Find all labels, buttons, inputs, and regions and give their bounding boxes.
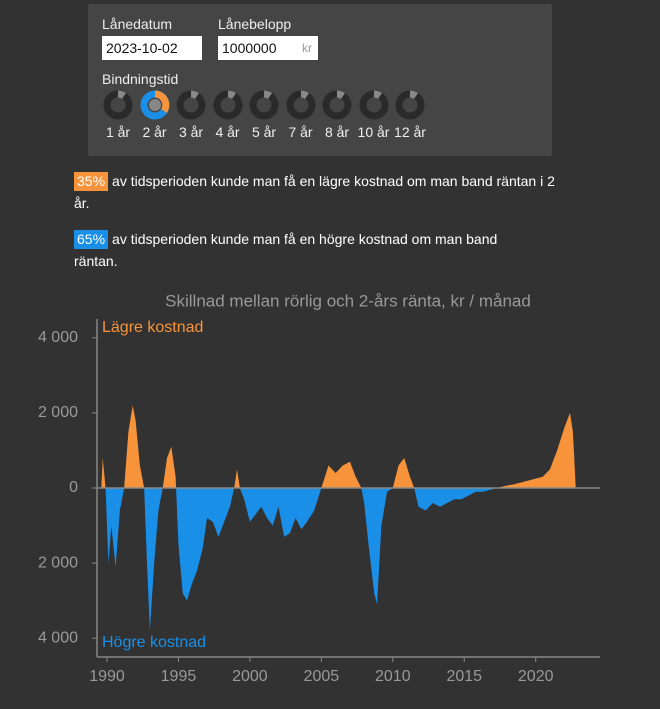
amount-input[interactable]: 1000000 kr	[218, 36, 318, 60]
term-ring	[176, 90, 206, 120]
x-tick-label: 2020	[518, 668, 554, 685]
term-ring	[395, 90, 425, 120]
term-ring	[103, 90, 133, 120]
term-label: 3 år	[178, 124, 204, 140]
annotation-higher: Högre kostnad	[102, 634, 206, 651]
term-list: 1 år 2 år 3 år 4 år 5 år 7 år 8 år 10 år 12 år	[100, 90, 550, 150]
term-option[interactable]: 8 år	[319, 90, 355, 140]
term-option[interactable]: 4 år	[210, 90, 246, 140]
term-ring	[213, 90, 242, 120]
x-tick-label: 2005	[304, 668, 340, 685]
term-ring	[249, 90, 279, 120]
date-input[interactable]: 2023-10-02	[102, 36, 202, 60]
term-ring	[140, 90, 169, 120]
amount-label: Lånebelopp	[218, 16, 292, 32]
term-option[interactable]: 10 år	[356, 90, 392, 140]
term-ring	[286, 90, 315, 120]
term-option[interactable]: 1 år	[100, 90, 136, 140]
y-tick-label: 0	[69, 479, 78, 496]
chart-title: Skillnad mellan rörlig och 2-års ränta, …	[165, 291, 531, 310]
area	[101, 405, 576, 631]
term-label: 2 år	[142, 124, 167, 140]
term-option[interactable]: 12 år	[392, 90, 428, 140]
y-tick-label: 4 000	[38, 329, 78, 346]
term-option[interactable]: 3 år	[173, 90, 209, 140]
y-tick-label: 4 000	[38, 629, 78, 646]
x-tick-label: 2000	[232, 668, 268, 685]
chart: Skillnad mellan rörlig och 2-års ränta, …	[38, 291, 600, 685]
term-ring	[322, 90, 352, 120]
percent-badge: 65%	[74, 230, 109, 249]
summary-text: av tidsperioden kunde man få en högre ko…	[74, 231, 498, 269]
summary-text: av tidsperioden kunde man få en lägre ko…	[74, 173, 555, 211]
term-label: 7 år	[288, 124, 313, 140]
term-label: 8 år	[324, 124, 350, 140]
term-ring	[359, 90, 388, 120]
term-label: 4 år	[215, 124, 240, 140]
term-option[interactable]: 5 år	[246, 90, 282, 140]
term-option[interactable]: 2 år	[137, 90, 173, 140]
term-label: 10 år	[357, 124, 390, 140]
x-tick-label: 1990	[89, 668, 125, 685]
percent-badge: 35%	[74, 172, 109, 191]
x-tick-label: 1995	[161, 668, 197, 685]
summary-higher: 65% av tidsperioden kunde man få en högre…	[74, 228, 544, 272]
term-label: 1 år	[105, 124, 131, 140]
x-tick-label: 2015	[446, 668, 482, 685]
date-label: Lånedatum	[102, 16, 173, 32]
summary-lower: 35% av tidsperioden kunde man få en lägre…	[74, 170, 574, 214]
y-tick-label: 2 000	[38, 554, 78, 571]
control-panel: Lånedatum 2023-10-02 Lånebelopp 1000000 k…	[88, 4, 552, 156]
annotation-lower: Lägre kostnad	[102, 319, 203, 336]
term-label: 12 år	[394, 124, 426, 140]
x-tick-label: 2010	[375, 668, 411, 685]
amount-unit: kr	[302, 41, 312, 55]
term-label: Bindningstid	[102, 71, 179, 87]
amount-value: 1000000	[222, 40, 277, 56]
term-option[interactable]: 7 år	[283, 90, 319, 140]
term-label: 5 år	[251, 124, 277, 140]
y-tick-label: 2 000	[38, 404, 78, 421]
